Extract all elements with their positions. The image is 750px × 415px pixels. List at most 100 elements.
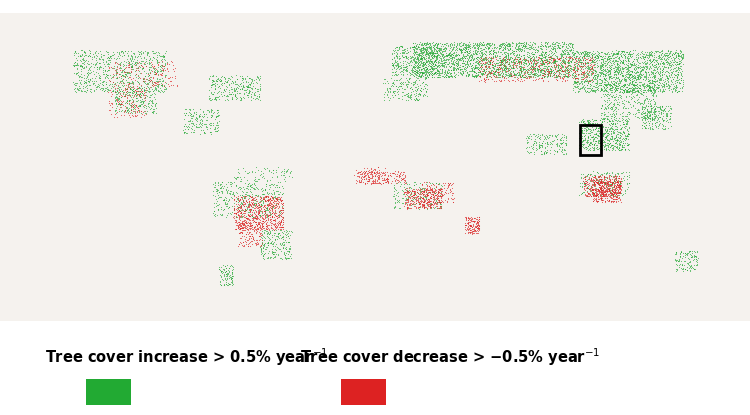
Text: Tree cover increase > 0.5% year$^{-1}$: Tree cover increase > 0.5% year$^{-1}$ [45,346,328,368]
Point [573,81,585,88]
Point [661,75,673,82]
Point [257,204,269,210]
Point [271,200,283,207]
Point [428,61,440,67]
Point [623,147,635,154]
Point [249,200,261,206]
Point [387,170,399,176]
Point [607,186,619,192]
Point [369,171,381,178]
Point [646,58,658,64]
Point [88,78,101,85]
Point [590,131,602,138]
Point [644,122,656,128]
Point [655,48,667,54]
Point [421,69,433,76]
Point [593,187,605,193]
Point [416,197,428,203]
Point [133,51,145,57]
Point [247,195,259,202]
Point [609,184,621,191]
Point [579,60,591,66]
Point [438,55,450,62]
Point [530,75,542,82]
Point [235,223,247,229]
Point [430,61,442,68]
Point [212,118,224,124]
Point [668,78,680,84]
Point [654,105,666,112]
Point [246,193,258,200]
Point [506,73,518,79]
Point [388,176,400,183]
Point [125,101,137,108]
Point [664,115,676,122]
Point [147,108,159,115]
Point [231,207,243,213]
Point [134,81,146,88]
Point [610,173,622,180]
Point [670,81,682,88]
Point [261,165,273,171]
Point [244,239,256,246]
Point [238,206,250,212]
Point [626,78,638,84]
Point [225,194,237,201]
Point [449,44,461,51]
Point [452,61,464,67]
Point [448,46,460,53]
Point [225,178,237,185]
Point [548,58,560,64]
Point [408,182,420,189]
Point [217,207,229,214]
Point [242,215,254,221]
Point [629,75,641,81]
Point [474,47,486,54]
Point [586,71,598,78]
Point [655,56,667,63]
Point [220,86,232,93]
Point [646,61,658,67]
Point [576,127,588,133]
Point [274,255,286,262]
Point [644,113,656,120]
Point [673,60,685,66]
Point [599,78,611,85]
Point [550,67,562,74]
Point [675,48,687,55]
Point [628,69,640,76]
Point [254,202,266,208]
Point [468,214,480,221]
Point [198,120,210,127]
Point [409,58,421,64]
Point [127,83,139,89]
Point [424,193,436,199]
Point [286,174,298,181]
Point [411,54,423,60]
Point [565,54,577,61]
Point [595,188,607,195]
Point [412,198,424,205]
Point [600,83,612,89]
Point [518,53,530,60]
Point [650,105,662,112]
Point [154,57,166,63]
Point [574,138,586,144]
Point [575,57,587,64]
Point [97,81,109,88]
Point [472,223,484,229]
Point [635,114,647,121]
Point [620,49,632,56]
Point [471,55,483,62]
Point [72,86,84,93]
Point [681,267,693,274]
Point [610,145,622,151]
Point [472,61,484,68]
Point [433,44,445,51]
Point [202,121,214,127]
Point [656,104,668,111]
Point [466,62,478,68]
Point [605,182,617,189]
Point [418,40,430,47]
Point [606,190,618,197]
